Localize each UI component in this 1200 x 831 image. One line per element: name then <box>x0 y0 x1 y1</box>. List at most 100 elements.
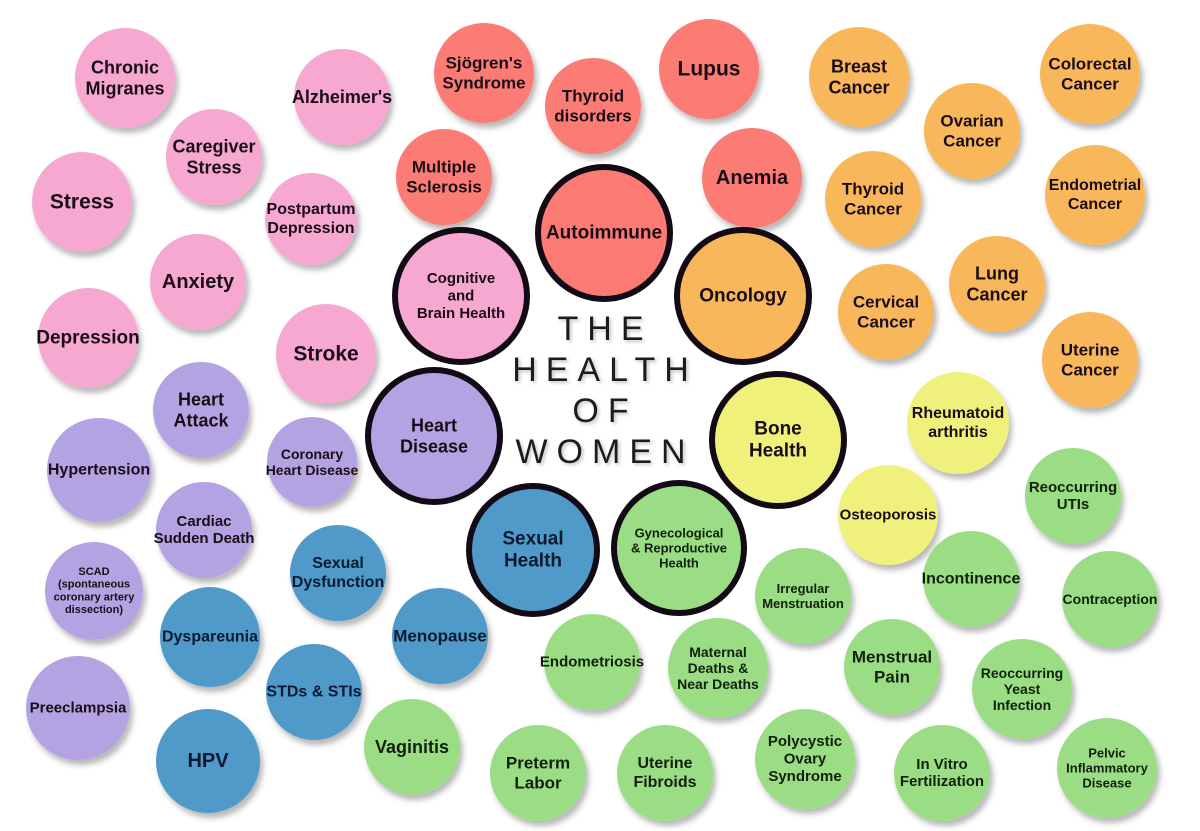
svg-text:Cervical: Cervical <box>853 293 919 312</box>
svg-text:Endometrial: Endometrial <box>1049 177 1141 194</box>
svg-text:Deaths &: Deaths & <box>688 660 749 676</box>
svg-text:coronary artery: coronary artery <box>54 591 136 603</box>
svg-text:Heart: Heart <box>411 416 457 436</box>
svg-text:Preterm: Preterm <box>506 754 570 773</box>
svg-text:Cancer: Cancer <box>844 199 902 218</box>
svg-text:THE: THE <box>558 310 653 348</box>
svg-text:Sexual: Sexual <box>312 555 364 572</box>
svg-text:Anxiety: Anxiety <box>162 271 235 293</box>
svg-text:Health: Health <box>504 551 562 572</box>
svg-text:Thyroid: Thyroid <box>562 87 624 106</box>
svg-text:Yeast: Yeast <box>1004 681 1041 697</box>
svg-text:Sudden Death: Sudden Death <box>154 530 255 547</box>
svg-text:Alzheimer's: Alzheimer's <box>292 87 392 107</box>
svg-text:Lung: Lung <box>975 264 1019 284</box>
svg-text:dissection): dissection) <box>65 604 123 616</box>
svg-text:and: and <box>448 288 475 305</box>
svg-text:Heart Disease: Heart Disease <box>266 462 359 478</box>
svg-text:Labor: Labor <box>514 773 562 792</box>
svg-text:Cancer: Cancer <box>943 131 1001 150</box>
svg-text:(spontaneous: (spontaneous <box>58 579 130 591</box>
svg-text:Ovarian: Ovarian <box>940 112 1003 131</box>
svg-text:Infection: Infection <box>993 697 1051 713</box>
svg-text:Cancer: Cancer <box>966 284 1027 304</box>
svg-text:Near Deaths: Near Deaths <box>677 676 759 692</box>
svg-text:Migranes: Migranes <box>85 78 164 98</box>
svg-text:Heart: Heart <box>178 390 224 410</box>
svg-text:Fibroids: Fibroids <box>633 774 696 791</box>
svg-text:Contraception: Contraception <box>1063 591 1158 607</box>
svg-text:Disease: Disease <box>1082 776 1131 791</box>
svg-text:Pain: Pain <box>874 667 910 686</box>
svg-text:Reoccurring: Reoccurring <box>1029 479 1117 496</box>
svg-text:Thyroid: Thyroid <box>842 180 904 199</box>
svg-text:Cardiac: Cardiac <box>176 513 231 530</box>
svg-text:Incontinence: Incontinence <box>922 571 1021 588</box>
svg-text:Sjögren's: Sjögren's <box>446 54 523 73</box>
svg-text:Polycystic: Polycystic <box>768 733 842 750</box>
svg-text:Fertilization: Fertilization <box>900 773 984 790</box>
svg-text:Disease: Disease <box>400 436 468 456</box>
svg-text:STDs & STIs: STDs & STIs <box>266 684 361 701</box>
svg-text:Sexual: Sexual <box>502 529 563 550</box>
svg-text:Attack: Attack <box>173 410 229 430</box>
svg-text:Syndrome: Syndrome <box>442 73 525 92</box>
svg-text:Dyspareunia: Dyspareunia <box>162 629 258 646</box>
svg-text:WOMEN: WOMEN <box>515 433 694 471</box>
svg-text:Coronary: Coronary <box>281 446 343 462</box>
svg-text:Dysfunction: Dysfunction <box>292 574 384 591</box>
svg-text:HPV: HPV <box>187 750 229 772</box>
svg-text:HEALTH: HEALTH <box>512 351 698 389</box>
svg-text:Cancer: Cancer <box>828 77 889 97</box>
svg-text:Cancer: Cancer <box>1061 360 1119 379</box>
svg-text:Menstruation: Menstruation <box>762 596 844 611</box>
svg-text:Reoccurring: Reoccurring <box>981 665 1063 681</box>
svg-text:Cancer: Cancer <box>857 312 915 331</box>
svg-text:Cancer: Cancer <box>1068 196 1122 213</box>
svg-text:Pelvic: Pelvic <box>1088 745 1126 760</box>
svg-text:Menstrual: Menstrual <box>852 648 932 667</box>
svg-text:Bone: Bone <box>754 419 802 440</box>
svg-text:Stress: Stress <box>50 191 114 214</box>
svg-text:Syndrome: Syndrome <box>768 768 841 785</box>
svg-text:Gynecological: Gynecological <box>635 525 724 540</box>
svg-text:arthritis: arthritis <box>928 424 988 441</box>
svg-text:Cognitive: Cognitive <box>427 270 495 287</box>
svg-text:Lupus: Lupus <box>678 58 741 81</box>
svg-text:Preeclampsia: Preeclampsia <box>30 700 127 717</box>
svg-text:Breast: Breast <box>831 57 887 77</box>
svg-text:Caregiver: Caregiver <box>172 137 255 157</box>
svg-text:Autoimmune: Autoimmune <box>546 223 662 244</box>
svg-text:Sclerosis: Sclerosis <box>406 177 482 196</box>
svg-text:Menopause: Menopause <box>393 627 487 646</box>
svg-text:Cancer: Cancer <box>1061 74 1119 93</box>
svg-text:Colorectal: Colorectal <box>1048 55 1131 74</box>
svg-text:Vaginitis: Vaginitis <box>375 737 449 757</box>
svg-text:UTIs: UTIs <box>1057 496 1090 513</box>
svg-text:Uterine: Uterine <box>1061 341 1120 360</box>
svg-text:Depression: Depression <box>36 328 139 349</box>
svg-text:In Vitro: In Vitro <box>916 756 967 773</box>
svg-text:Anemia: Anemia <box>716 167 789 189</box>
svg-text:Oncology: Oncology <box>699 286 787 307</box>
svg-text:Rheumatoid: Rheumatoid <box>912 405 1004 422</box>
svg-text:Stress: Stress <box>186 157 241 177</box>
svg-text:Ovary: Ovary <box>784 751 827 768</box>
svg-text:Health: Health <box>749 441 807 462</box>
svg-text:SCAD: SCAD <box>78 566 109 578</box>
svg-text:& Reproductive: & Reproductive <box>631 541 727 556</box>
svg-text:Depression: Depression <box>267 220 354 237</box>
svg-text:Irregular: Irregular <box>777 581 830 596</box>
svg-text:Brain Health: Brain Health <box>417 305 505 322</box>
svg-text:Health: Health <box>659 556 699 571</box>
svg-text:Hypertension: Hypertension <box>48 462 150 479</box>
svg-text:Multiple: Multiple <box>412 158 476 177</box>
svg-text:disorders: disorders <box>554 106 631 125</box>
svg-text:Uterine: Uterine <box>637 755 692 772</box>
svg-text:Endometriosis: Endometriosis <box>540 654 644 671</box>
svg-text:Chronic: Chronic <box>91 58 159 78</box>
svg-text:Inflammatory: Inflammatory <box>1066 761 1148 776</box>
svg-text:Osteoporosis: Osteoporosis <box>840 507 937 524</box>
svg-text:Postpartum: Postpartum <box>267 201 356 218</box>
svg-text:Stroke: Stroke <box>293 343 358 366</box>
